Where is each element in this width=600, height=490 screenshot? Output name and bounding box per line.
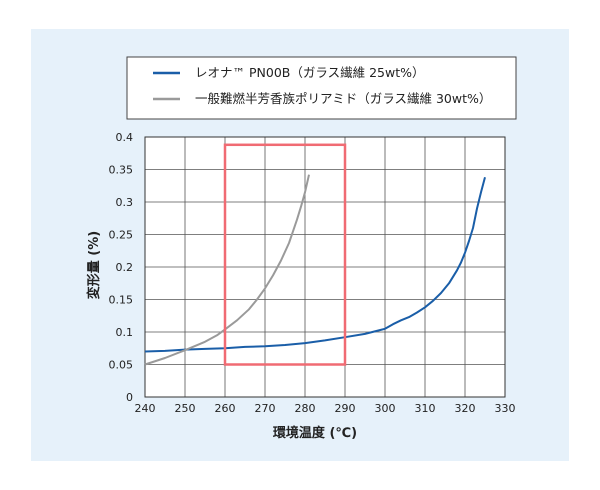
y-axis-title: 変形量 (%): [86, 231, 102, 299]
highlight-box: [223, 143, 347, 366]
legend-label-polyamide: 一般難燃半芳香族ポリアミド（ガラス繊維 30wt%）: [195, 91, 491, 106]
x-tick-label: 290: [335, 402, 356, 415]
y-tick-label: 0.05: [109, 359, 134, 372]
x-tick-label: 330: [495, 402, 516, 415]
legend-box: [126, 56, 517, 120]
y-tick-label: 0: [126, 391, 133, 404]
y-tick-label: 0.1: [116, 326, 134, 339]
y-tick-label: 0.4: [116, 131, 134, 144]
x-tick-label: 260: [215, 402, 236, 415]
x-tick-label: 320: [455, 402, 476, 415]
x-tick-label: 280: [295, 402, 316, 415]
x-tick-label: 300: [375, 402, 396, 415]
y-tick-label: 0.35: [109, 164, 134, 177]
y-tick-label: 0.25: [109, 229, 134, 242]
plot-frame: [144, 136, 506, 398]
y-tick-label: 0.2: [116, 261, 134, 274]
x-tick-label: 270: [255, 402, 276, 415]
x-tick-label: 250: [175, 402, 196, 415]
x-tick-label: 310: [415, 402, 436, 415]
legend-label-pn00b: レオナ™ PN00B（ガラス繊維 25wt%）: [195, 65, 424, 80]
plot-area: 240 250 260 270 280 290 300 310 320 330 0 0.05 0.1 0.…: [109, 131, 516, 415]
y-tick-label: 0.15: [109, 294, 134, 307]
x-axis-title: 環境温度 (℃): [273, 425, 357, 441]
series-line-1: [144, 174, 310, 366]
y-tick-label: 0.3: [116, 196, 134, 209]
x-tick-label: 240: [135, 402, 156, 415]
series-line-0: [144, 177, 486, 353]
